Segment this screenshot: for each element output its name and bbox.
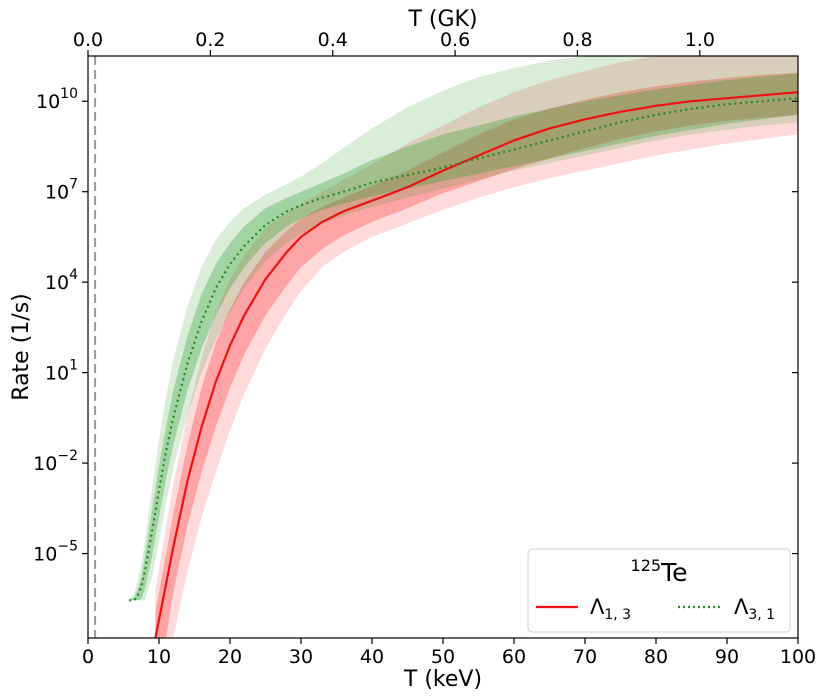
x2-tick-label: 0.8 xyxy=(562,29,592,51)
uncertainty-bands xyxy=(129,56,798,639)
y-tick-label: 1010 xyxy=(36,86,78,113)
series-line-1 xyxy=(154,91,799,639)
x2-tick-label: 0.4 xyxy=(318,29,348,51)
legend-label-lambda-1-3: Λ1, 3 xyxy=(590,595,631,623)
legend-box xyxy=(527,548,791,633)
x-tick-label: 80 xyxy=(644,646,668,668)
y-tick-label: 10−2 xyxy=(33,448,78,475)
x2-tick-label: 1.0 xyxy=(685,29,715,51)
legend-title-element: Te xyxy=(660,558,687,587)
outer-band-series-1 xyxy=(155,56,798,638)
x-tick-label: 60 xyxy=(502,646,526,668)
x-tick-label: 20 xyxy=(218,646,242,668)
x2-tick-label: 0.2 xyxy=(195,29,225,51)
bottom-x-axis: 0 10 20 30 40 50 60 70 80 90 100 xyxy=(82,638,816,668)
outer-band-series-2 xyxy=(129,56,798,601)
x-tick-label: 10 xyxy=(147,646,171,668)
x-tick-label: 100 xyxy=(780,646,816,668)
legend-title-mass-number: 125 xyxy=(631,556,662,575)
x-tick-label: 0 xyxy=(82,646,94,668)
y-tick-label: 10−5 xyxy=(33,539,78,566)
y-tick-label: 104 xyxy=(45,267,78,294)
x2-tick-label: 0.0 xyxy=(73,29,103,51)
x-tick-label: 50 xyxy=(431,646,455,668)
inner-band-series-2 xyxy=(129,73,798,601)
x-tick-label: 40 xyxy=(360,646,384,668)
x-tick-label: 70 xyxy=(573,646,597,668)
x-tick-label: 90 xyxy=(715,646,739,668)
x-axis-label: T (keV) xyxy=(403,667,482,692)
left-y-axis: 1010 107 104 101 10−2 10−5 xyxy=(33,86,798,566)
x2-tick-label: 0.6 xyxy=(440,29,470,51)
top-x-axis-label: T (GK) xyxy=(407,7,477,32)
y-axis-label: Rate (1/s) xyxy=(9,293,34,400)
inner-band-series-1 xyxy=(155,72,798,639)
legend-title: 125Te xyxy=(631,556,688,587)
y-tick-label: 101 xyxy=(45,358,78,385)
x-tick-label: 30 xyxy=(289,646,313,668)
legend: 125Te Λ1, 3 Λ3, 1 xyxy=(527,548,791,633)
y-tick-label: 107 xyxy=(45,177,78,204)
legend-label-lambda-3-1: Λ3, 1 xyxy=(734,595,775,623)
series-line-2 xyxy=(129,97,799,602)
top-x-axis: 0.0 0.2 0.4 0.6 0.8 1.0 xyxy=(73,29,715,56)
series-lines xyxy=(129,91,799,639)
